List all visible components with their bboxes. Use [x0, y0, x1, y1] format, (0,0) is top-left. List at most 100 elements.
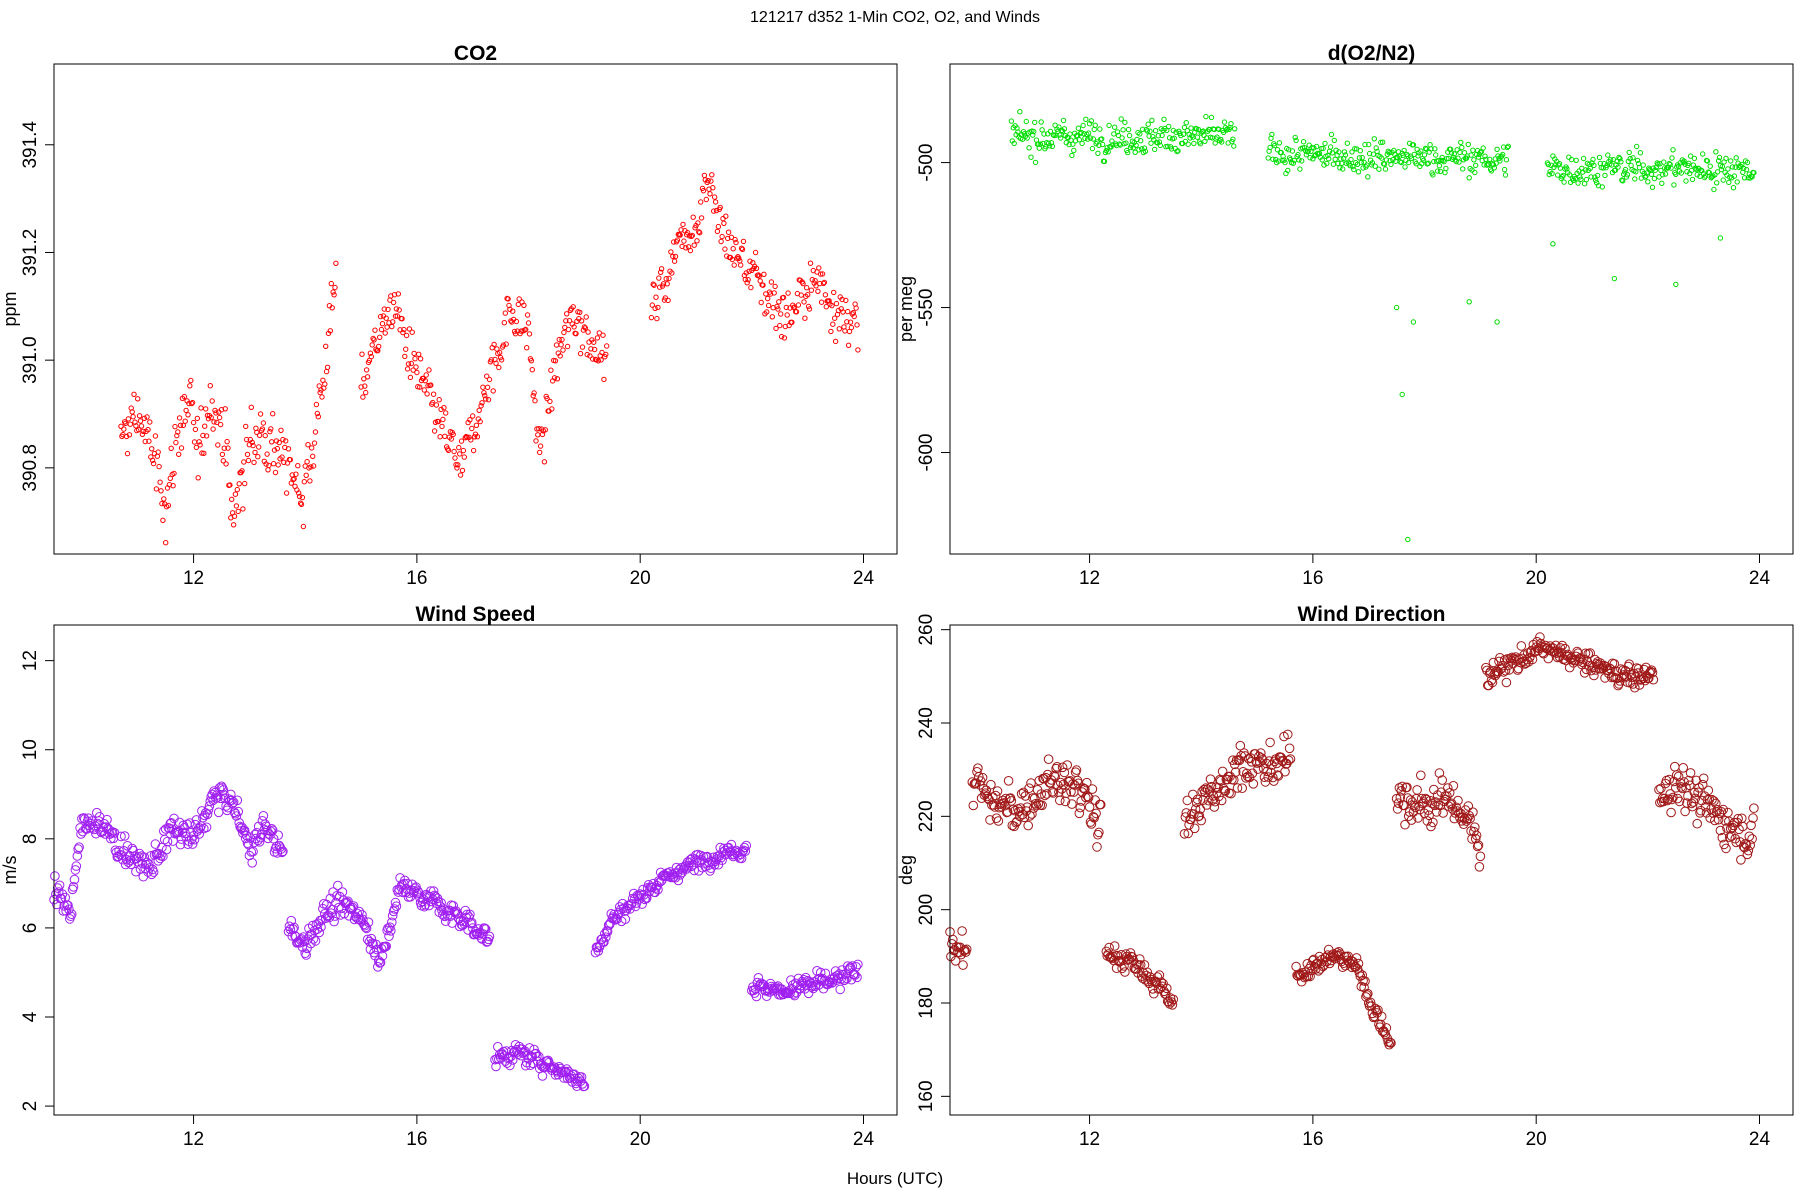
- co2-point: [812, 278, 818, 284]
- co2-point: [137, 418, 144, 424]
- wdir-point: [1731, 837, 1741, 848]
- wspd-point: [116, 831, 126, 842]
- o2-point: [1436, 163, 1443, 169]
- co2-point: [422, 378, 428, 384]
- wdir-point: [1189, 823, 1200, 834]
- o2-point: [1066, 141, 1072, 148]
- co2-point: [279, 454, 285, 460]
- wdir-points: [945, 632, 1759, 1050]
- o2-point: [1327, 144, 1334, 150]
- o2-point: [1723, 155, 1729, 162]
- co2-point: [133, 423, 139, 429]
- o2-point: [1221, 119, 1228, 125]
- wspd-point: [348, 901, 359, 911]
- wspd-point: [106, 828, 117, 838]
- o2-point: [1504, 144, 1511, 151]
- wdir-plot-frame: [949, 624, 1794, 1116]
- o2-outlier-point: [1611, 275, 1618, 282]
- wdir-point: [993, 816, 1004, 826]
- co2-point: [773, 325, 779, 332]
- co2-point: [744, 280, 750, 286]
- o2-point: [1472, 169, 1478, 176]
- co2-point: [196, 439, 202, 445]
- o2-point: [1359, 154, 1365, 161]
- o2-point: [1549, 170, 1555, 177]
- o2-point: [1626, 149, 1632, 156]
- o2-point: [1751, 170, 1757, 176]
- o2-point: [1546, 171, 1552, 178]
- co2-point: [190, 419, 197, 426]
- wdir-point: [1154, 970, 1165, 980]
- wdir-point: [1749, 803, 1759, 814]
- o2-outlier-point: [1393, 304, 1400, 311]
- o2-point: [1634, 157, 1641, 164]
- wdir-point: [1219, 785, 1230, 796]
- co2-point: [243, 436, 250, 443]
- co2-point: [760, 282, 766, 288]
- co2-point: [508, 318, 514, 324]
- wspd-point: [72, 851, 83, 861]
- co2-point: [598, 357, 604, 363]
- wspd-point: [806, 982, 817, 992]
- co2-point: [854, 322, 860, 328]
- co2-point: [503, 341, 509, 347]
- o2-point: [1683, 178, 1689, 184]
- co2-point: [484, 373, 490, 379]
- co2-point: [296, 493, 303, 500]
- wdir-point: [1040, 790, 1050, 801]
- wdir-point: [1393, 798, 1404, 809]
- o2-point: [1495, 153, 1501, 159]
- o2-point: [1503, 157, 1510, 163]
- co2-point: [483, 396, 489, 402]
- co2-point: [554, 376, 561, 382]
- co2-point: [705, 177, 711, 184]
- o2-point: [1714, 180, 1720, 186]
- o2-point: [1561, 179, 1567, 185]
- o2-point: [1630, 155, 1636, 161]
- co2-point: [677, 232, 683, 238]
- co2-point: [758, 299, 764, 306]
- wspd-y-tick-label: 8: [20, 834, 41, 845]
- wspd-point: [478, 929, 488, 939]
- wdir-point: [1507, 652, 1517, 663]
- wdir-point: [1397, 781, 1407, 792]
- co2-point: [295, 463, 301, 469]
- wspd-point: [146, 869, 157, 880]
- wspd-point: [796, 980, 807, 991]
- co2-point: [681, 238, 687, 244]
- o2-point: [1386, 150, 1392, 156]
- co2-point: [752, 249, 759, 256]
- o2-point: [1501, 166, 1508, 173]
- co2-point: [268, 426, 274, 432]
- co2-point: [368, 353, 374, 360]
- co2-point: [410, 367, 416, 373]
- wspd-point: [98, 822, 109, 833]
- co2-point: [648, 314, 655, 321]
- co2-point: [257, 411, 264, 417]
- wdir-point: [1086, 819, 1097, 829]
- o2-point: [1077, 130, 1084, 137]
- co2-point: [591, 339, 597, 345]
- co2-point: [584, 351, 590, 358]
- wdir-point: [1025, 811, 1035, 821]
- co2-point: [482, 392, 488, 399]
- co2-point: [805, 303, 812, 310]
- wspd-point: [810, 981, 820, 992]
- o2-point: [1071, 147, 1077, 154]
- o2-point: [1336, 149, 1342, 155]
- o2-point: [1624, 172, 1631, 178]
- wdir-point: [1522, 654, 1532, 665]
- wdir-point: [1501, 677, 1512, 688]
- o2-x-tick-label: 24: [1749, 568, 1771, 589]
- co2-point: [332, 284, 338, 291]
- o2-point: [1096, 142, 1102, 149]
- co2-point: [208, 414, 214, 421]
- wdir-point: [1513, 663, 1524, 674]
- co2-point: [517, 330, 523, 337]
- wspd-point: [322, 911, 333, 922]
- co2-point: [801, 299, 807, 305]
- o2-point: [1707, 163, 1713, 169]
- wdir-y-tick-label: 220: [916, 800, 937, 832]
- wdir-point: [1135, 954, 1145, 964]
- co2-point: [680, 221, 686, 228]
